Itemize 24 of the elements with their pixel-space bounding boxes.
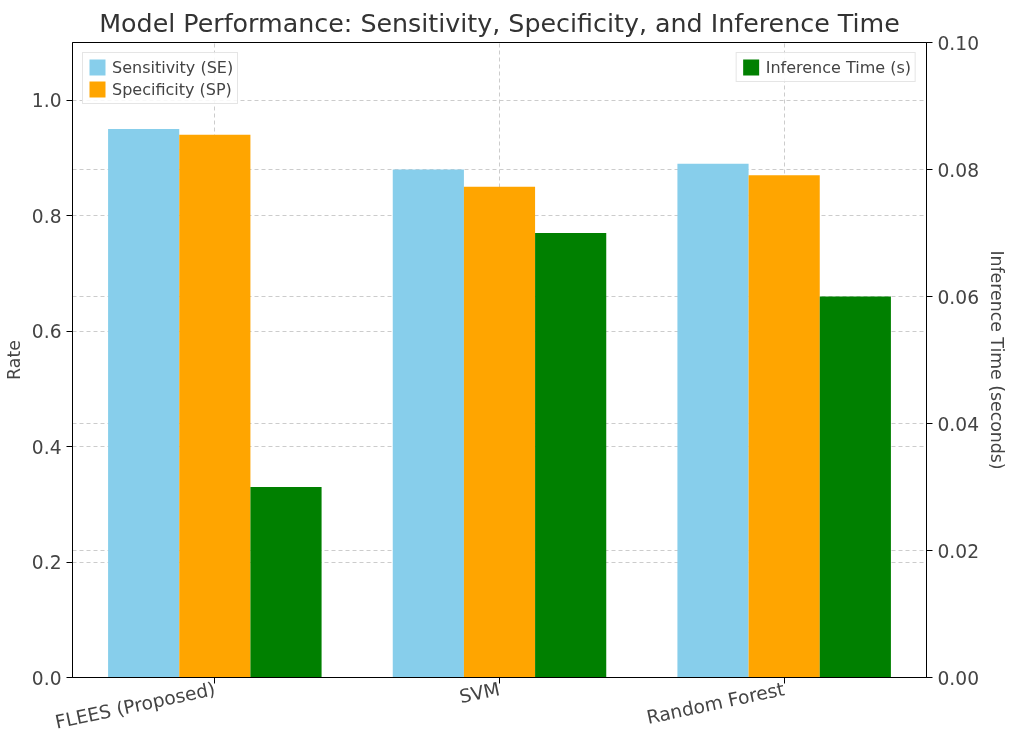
y2-tick-label: 0.08 bbox=[937, 159, 980, 181]
chart-title: Model Performance: Sensitivity, Specificity, and Inference Time bbox=[99, 7, 900, 38]
y2-tick-label: 0.02 bbox=[937, 540, 980, 562]
y-tick-label: 0.8 bbox=[31, 205, 62, 227]
x-tick-label: Random Forest bbox=[644, 678, 787, 728]
legend-label: Inference Time (s) bbox=[765, 57, 911, 77]
y-tick-label: 0.0 bbox=[31, 667, 62, 689]
y2-tick-label: 0.10 bbox=[937, 32, 980, 54]
bar bbox=[677, 163, 749, 678]
y-tick-label: 1.0 bbox=[31, 90, 62, 112]
y-tick-label: 0.4 bbox=[31, 436, 62, 458]
y-tick-label: 0.2 bbox=[31, 552, 62, 574]
y2-tick-label: 0.06 bbox=[937, 286, 980, 308]
legend-label: Sensitivity (SE) bbox=[112, 57, 234, 77]
bar bbox=[108, 129, 180, 678]
legend-label: Specificity (SP) bbox=[112, 79, 232, 99]
y-axis-title: Rate bbox=[3, 340, 24, 380]
bar bbox=[179, 134, 251, 678]
y-tick-label: 0.6 bbox=[31, 321, 62, 343]
y2-tick-label: 0.00 bbox=[937, 667, 980, 689]
y2-tick-label: 0.04 bbox=[937, 413, 980, 435]
x-tick-label: SVM bbox=[457, 678, 502, 708]
bar bbox=[392, 169, 464, 678]
y2-axis-title: Inference Time (seconds) bbox=[987, 250, 1008, 470]
